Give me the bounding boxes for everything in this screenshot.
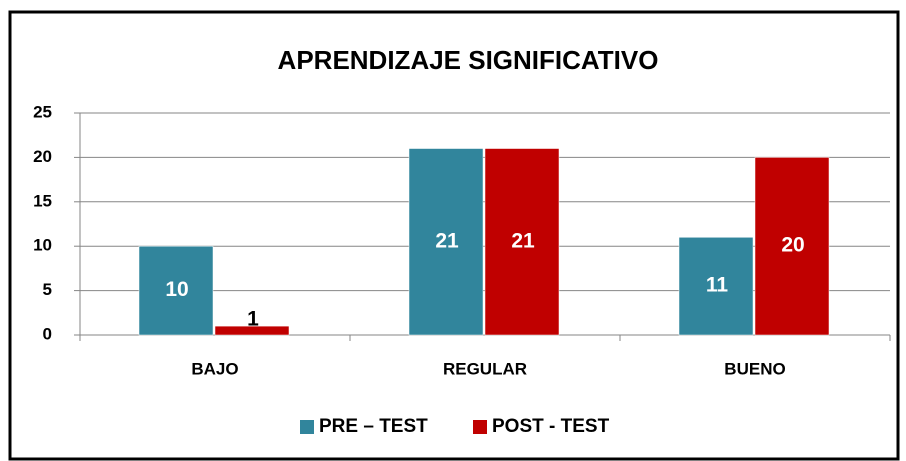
y-tick-label: 5 — [43, 280, 52, 299]
data-label: 11 — [706, 274, 729, 297]
legend-swatch — [300, 420, 314, 434]
x-tick-label: BUENO — [724, 359, 785, 378]
data-label: 21 — [435, 229, 459, 252]
bar — [138, 245, 214, 336]
bar — [678, 237, 754, 336]
chart-title: APRENDIZAJE SIGNIFICATIVO — [278, 45, 659, 75]
data-label: 10 — [165, 278, 188, 301]
y-tick-label: 0 — [43, 324, 52, 343]
x-tick-label: BAJO — [191, 359, 238, 378]
data-label: 1 — [247, 308, 259, 331]
y-tick-label: 20 — [33, 147, 52, 166]
y-tick-label: 15 — [33, 191, 52, 210]
bar — [754, 157, 830, 336]
data-label: 20 — [781, 234, 804, 257]
bar — [484, 148, 560, 336]
y-tick-label: 10 — [33, 236, 52, 255]
legend-label: PRE – TEST — [319, 416, 428, 437]
x-tick-label: REGULAR — [443, 359, 527, 378]
bar — [214, 325, 290, 336]
data-label: 21 — [511, 229, 535, 252]
y-tick-label: 25 — [33, 102, 52, 121]
legend-swatch — [473, 420, 487, 434]
legend-label: POST - TEST — [492, 416, 610, 437]
bar — [408, 148, 484, 336]
